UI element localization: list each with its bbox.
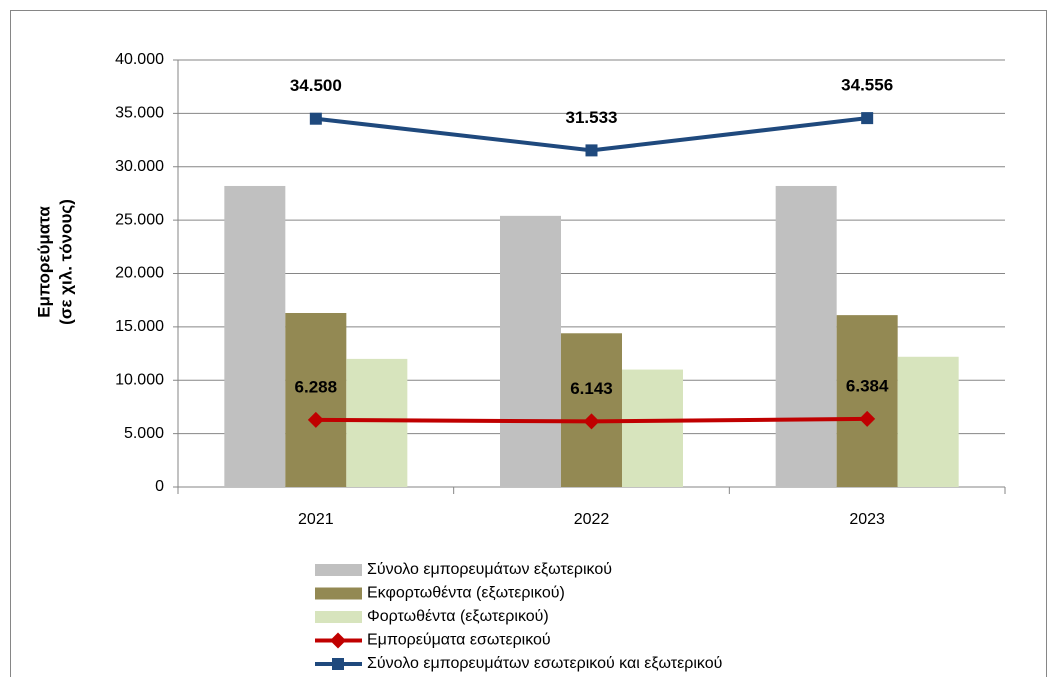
y-tick-label: 30.000 <box>115 158 164 175</box>
bar <box>346 358 408 487</box>
legend-swatch <box>315 611 362 623</box>
legend-label: Εμπορεύματα εσωτερικού <box>367 632 551 649</box>
y-axis-label: (σε χιλ. τόνους) <box>56 199 75 325</box>
y-tick-label: 40.000 <box>115 51 164 68</box>
y-axis-label: Εμπορεύματα <box>34 206 53 318</box>
line-marker <box>332 658 344 670</box>
chart-frame <box>10 10 1047 677</box>
data-label: 6.288 <box>295 377 338 396</box>
bar <box>561 333 622 487</box>
data-label: 6.143 <box>570 379 613 398</box>
bar <box>775 185 837 487</box>
y-tick-label: 0 <box>155 478 164 495</box>
bar <box>622 369 683 487</box>
x-tick-label: 2021 <box>298 511 334 528</box>
legend-swatch <box>315 587 362 600</box>
data-label: 6.384 <box>846 376 889 395</box>
line-marker <box>309 112 322 125</box>
y-tick-label: 5.000 <box>124 425 164 442</box>
y-tick-label: 25.000 <box>115 211 164 228</box>
line-marker <box>583 413 600 430</box>
legend-label: Σύνολο εμπορευμάτων εσωτερικού και εξωτε… <box>367 655 722 672</box>
y-tick-label: 20.000 <box>115 265 164 282</box>
legend-label: Φορτωθέντα (εξωτερικού) <box>367 608 549 625</box>
bar <box>224 185 286 487</box>
line-marker <box>861 112 874 125</box>
data-label: 31.533 <box>566 108 618 127</box>
bar <box>897 356 959 487</box>
x-tick-label: 2022 <box>574 511 610 528</box>
data-label: 34.500 <box>290 76 342 95</box>
data-label: 34.556 <box>841 76 893 95</box>
y-tick-label: 35.000 <box>115 105 164 122</box>
y-tick-label: 10.000 <box>115 371 164 388</box>
y-tick-label: 15.000 <box>115 318 164 335</box>
legend-swatch <box>315 564 362 576</box>
legend-label: Εκφορτωθέντα (εξωτερικού) <box>367 585 565 602</box>
x-tick-label: 2023 <box>849 511 885 528</box>
line-marker <box>307 411 324 428</box>
bar <box>500 215 561 488</box>
bar <box>285 312 347 487</box>
line-marker <box>585 144 598 157</box>
line-marker <box>859 410 876 427</box>
legend-label: Σύνολο εμπορευμάτων εξωτερικού <box>367 561 612 578</box>
line-marker <box>330 632 346 649</box>
bar <box>836 315 898 487</box>
